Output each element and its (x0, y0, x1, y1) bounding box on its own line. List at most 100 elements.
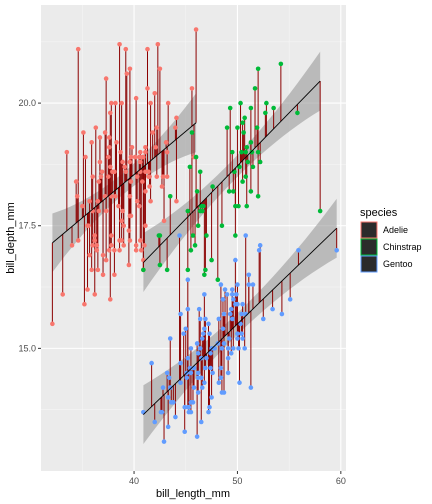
point-adelie (134, 174, 140, 179)
grid-minor (41, 5, 346, 471)
point-adelie (109, 100, 114, 106)
point-gentoo (202, 380, 207, 386)
x-axis-ticks: 40 50 60 (129, 471, 346, 486)
point-adelie (127, 238, 133, 243)
point-gentoo (334, 247, 339, 253)
point-adelie (92, 233, 98, 238)
point-chinstrap (141, 267, 146, 273)
point-chinstrap (248, 189, 254, 194)
point-chinstrap (195, 223, 201, 229)
point-gentoo (218, 375, 224, 381)
point-adelie (133, 247, 139, 253)
point-adelie (86, 223, 91, 229)
x-tick-label: 40 (129, 476, 139, 486)
point-adelie (141, 257, 146, 263)
point-gentoo (165, 395, 171, 400)
point-gentoo (194, 434, 200, 439)
point-adelie (163, 140, 169, 145)
point-chinstrap (209, 257, 214, 263)
point-gentoo (239, 331, 244, 336)
point-gentoo (246, 272, 252, 278)
point-gentoo (235, 282, 240, 287)
point-gentoo (202, 292, 207, 297)
point-gentoo (237, 380, 242, 386)
point-chinstrap (157, 262, 163, 268)
point-adelie (75, 46, 81, 52)
fit-line-adelie (52, 122, 197, 244)
point-adelie (109, 233, 114, 238)
point-gentoo (233, 257, 238, 263)
point-chinstrap (167, 194, 173, 199)
legend-key-adelie (360, 221, 378, 239)
point-adelie (154, 125, 160, 130)
point-adelie (87, 252, 92, 258)
point-adelie (121, 243, 127, 248)
point-chinstrap (190, 233, 196, 238)
point-adelie (127, 159, 133, 165)
point-gentoo (216, 380, 222, 386)
point-gentoo (167, 385, 173, 390)
point-chinstrap (278, 61, 284, 67)
point-adelie (143, 144, 148, 150)
point-adelie (92, 238, 98, 243)
point-gentoo (152, 419, 158, 425)
point-adelie (137, 149, 143, 155)
point-gentoo (219, 346, 225, 351)
point-gentoo (225, 346, 231, 351)
point-gentoo (160, 385, 166, 390)
point-gentoo (185, 355, 191, 361)
point-gentoo (231, 346, 236, 351)
point-adelie (93, 125, 99, 130)
point-adelie (145, 86, 150, 91)
point-chinstrap (317, 208, 323, 214)
point-gentoo (207, 331, 212, 336)
x-tick-label: 60 (336, 476, 346, 486)
point-chinstrap (197, 169, 203, 175)
point-gentoo (177, 233, 182, 238)
point-gentoo (235, 301, 240, 307)
point-chinstrap (242, 115, 247, 121)
point-adelie (97, 135, 103, 140)
point-adelie (143, 189, 148, 194)
legend: species Adelie Chinstrap Gentoo (360, 207, 422, 273)
point-chinstrap (189, 130, 195, 135)
y-tick-label: 17.5 (18, 221, 36, 231)
point-chinstrap (185, 208, 191, 214)
point-gentoo (197, 346, 203, 351)
point-adelie (122, 164, 128, 170)
point-adelie (64, 149, 70, 155)
point-adelie (146, 169, 151, 175)
point-adelie (82, 301, 87, 307)
point-gentoo (166, 375, 172, 381)
point-chinstrap (240, 120, 245, 126)
point-gentoo (270, 306, 275, 312)
point-gentoo (231, 297, 236, 302)
point-chinstrap (215, 277, 221, 282)
point-gentoo (190, 400, 196, 405)
point-gentoo (149, 360, 154, 366)
point-gentoo (220, 326, 226, 332)
point-adelie (116, 203, 121, 209)
point-adelie (87, 198, 92, 204)
point-gentoo (240, 336, 245, 341)
point-adelie (120, 159, 125, 165)
point-chinstrap (250, 164, 256, 170)
point-gentoo (197, 316, 203, 322)
point-adelie (155, 41, 161, 47)
point-gentoo (203, 316, 208, 322)
point-chinstrap (254, 125, 260, 130)
point-gentoo (182, 429, 188, 435)
point-gentoo (225, 355, 231, 361)
point-gentoo (195, 370, 201, 376)
point-gentoo (191, 365, 197, 371)
y-axis-ticks: 15.0 17.5 20.0 (18, 98, 41, 353)
point-gentoo (195, 390, 201, 395)
point-gentoo (186, 404, 192, 410)
point-gentoo (183, 326, 189, 332)
point-gentoo (246, 282, 252, 287)
point-chinstrap (264, 100, 269, 106)
point-chinstrap (210, 184, 215, 189)
point-adelie (148, 100, 153, 106)
point-gentoo (225, 370, 231, 376)
point-chinstrap (257, 159, 263, 165)
